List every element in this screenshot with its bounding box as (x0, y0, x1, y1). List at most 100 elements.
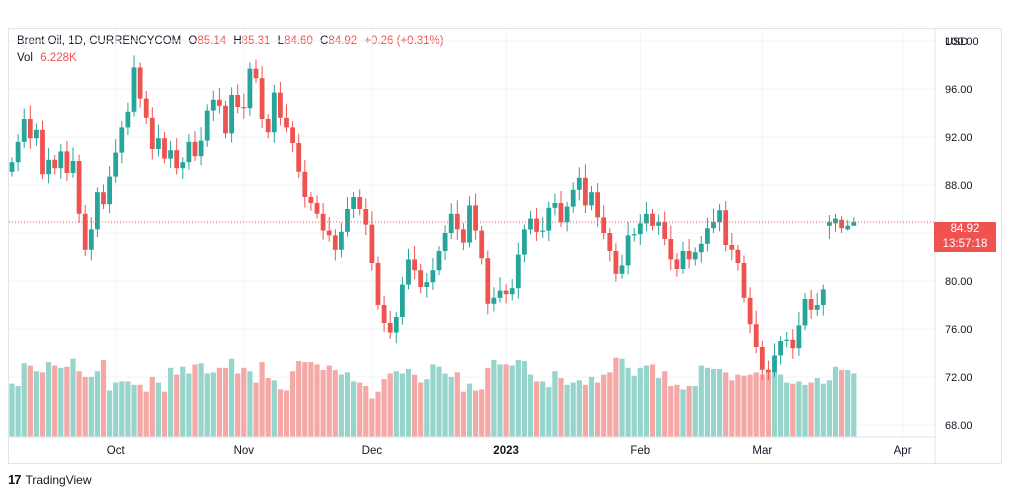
candle-body (119, 127, 125, 153)
volume-bar (174, 374, 180, 437)
candle-body (326, 230, 332, 236)
volume-bar (113, 382, 119, 437)
volume-bar (454, 372, 460, 437)
candle-body (278, 92, 283, 118)
candle-body (595, 192, 600, 218)
volume-bar (247, 371, 253, 437)
candle-body (241, 107, 247, 109)
last-price-tag: 84.92 13:57:18 (934, 222, 996, 252)
candle-body (522, 229, 527, 255)
candle-body (778, 341, 783, 356)
volume-bar (643, 365, 649, 437)
candle-body (351, 197, 356, 209)
candle-body (186, 141, 192, 163)
candle-body (442, 233, 448, 251)
volume-bar (448, 376, 454, 437)
volume-bar (271, 380, 277, 437)
volume-bar (527, 374, 534, 437)
candle-body (436, 251, 442, 271)
volume-bar (784, 382, 790, 437)
last-price: 84.92 (950, 223, 980, 235)
volume-bar (814, 378, 820, 437)
volume-bar (576, 380, 582, 437)
volume-bar (418, 382, 424, 437)
volume-bar (497, 364, 503, 437)
volume-bar (735, 374, 741, 437)
candle-body (607, 233, 613, 251)
candle-body (64, 151, 70, 173)
volume-bar (320, 370, 326, 437)
candle-body (564, 206, 570, 223)
volume-bar (674, 384, 680, 437)
candle-body (674, 259, 680, 269)
volume-bar (832, 366, 839, 437)
candle-body (528, 218, 533, 230)
candle-body (741, 263, 747, 298)
volume-bar (107, 390, 113, 437)
candle-body (235, 95, 241, 107)
candle-body (827, 222, 832, 226)
candle-body (625, 235, 631, 266)
candle-body (363, 209, 369, 225)
candle-body (198, 140, 204, 157)
candle-body (698, 243, 704, 253)
candle-body (668, 239, 674, 260)
candle-body (540, 230, 546, 232)
candle-body (357, 197, 363, 209)
volume-bar (668, 385, 674, 437)
volume-bar (204, 373, 210, 437)
volume-bar (119, 381, 125, 437)
volume-bar (143, 391, 149, 437)
volume-bar (460, 391, 466, 437)
candle-body (223, 105, 228, 134)
volume-bar (741, 375, 747, 437)
price-chart[interactable]: 100.0096.0092.0088.0084.0080.0076.0072.0… (9, 29, 1003, 465)
candle-body (40, 129, 45, 175)
volume-bar (558, 378, 564, 437)
volume-bar (637, 367, 643, 437)
currency-label: USD (945, 36, 968, 48)
candle-body (375, 263, 381, 305)
x-tick-label: Dec (362, 445, 383, 457)
candle-body (70, 161, 76, 173)
candle-body (113, 152, 119, 177)
volume-bar (131, 384, 137, 437)
volume-bar (180, 366, 186, 437)
volume-bar (839, 370, 845, 437)
candle-body (320, 213, 326, 231)
candle-body (210, 99, 216, 111)
footer[interactable]: 17 TradingView (8, 472, 92, 487)
candle-body (9, 162, 15, 172)
candle-body (686, 251, 692, 260)
volume-bar (405, 368, 412, 437)
chart-pane[interactable]: 100.0096.0092.0088.0084.0080.0076.0072.0… (8, 28, 1003, 465)
candle-body (576, 177, 582, 190)
volume-bar (546, 387, 552, 437)
candle-body (143, 98, 149, 118)
volume-bar (698, 365, 704, 437)
volume-bar (277, 389, 283, 437)
volume-bar (283, 390, 290, 437)
candle-body (820, 289, 826, 305)
volume-bar (680, 389, 686, 437)
candle-body (381, 305, 387, 323)
volume-bar (375, 391, 381, 437)
volume-bar (442, 373, 448, 437)
candle-body (509, 288, 515, 295)
candle-body (711, 222, 716, 229)
volume-bar (351, 381, 357, 437)
candle-body (631, 234, 637, 236)
volume-bar (503, 364, 509, 437)
volume-bar (692, 385, 698, 437)
volume-bar (100, 359, 107, 437)
candle-body (296, 143, 302, 172)
candle-body (766, 369, 771, 373)
candle-body (552, 203, 558, 208)
candle-body (570, 189, 576, 207)
tradingview-brand[interactable]: TradingView (25, 472, 92, 487)
volume-bar (46, 362, 52, 437)
candle-body (650, 213, 655, 226)
volume-bar (344, 372, 351, 437)
volume-bar (509, 365, 515, 437)
candle-body (717, 210, 722, 223)
